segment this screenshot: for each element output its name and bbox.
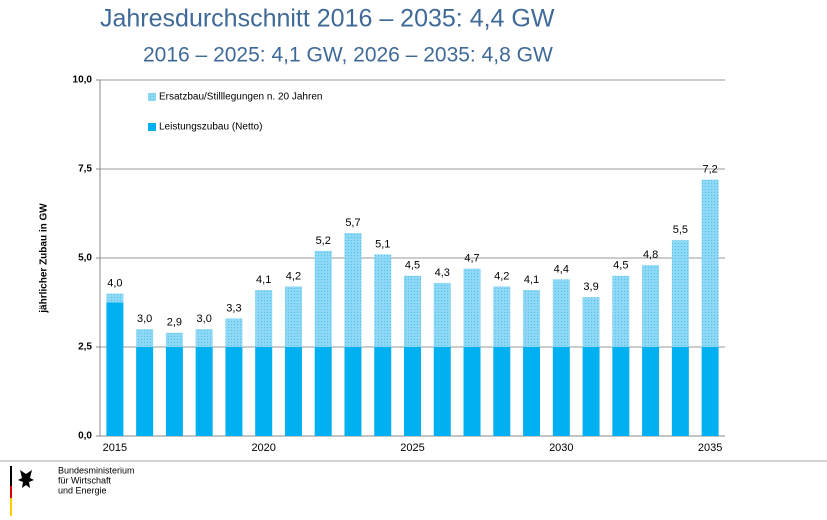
bar-segment [612,275,630,347]
data-label: 5,2 [316,235,331,247]
bar-segment [463,347,481,436]
logo [10,466,34,516]
data-label: 3,0 [137,313,152,325]
data-label: 3,0 [197,313,212,325]
data-label: 5,7 [345,217,360,229]
bar-segment [195,347,213,436]
bar-segment [195,329,213,347]
data-label: 4,2 [494,270,509,282]
bar-segment [374,347,392,436]
logo-text: Bundesministerium [58,465,135,475]
bar-segment [165,332,183,347]
data-label: 4,7 [464,253,479,265]
data-label: 4,1 [256,274,271,286]
bar-segment [165,347,183,436]
bar-segment [701,347,719,436]
bar-segment [463,268,481,347]
bar-segment [671,240,689,347]
data-label: 4,5 [613,260,628,272]
x-tick-label: 2025 [400,442,424,454]
data-label: 4,5 [405,260,420,272]
x-tick-label: 2030 [549,442,573,454]
bar-segment [225,347,243,436]
data-label: 7,2 [702,164,717,176]
y-tick-label: 0,0 [78,431,92,442]
bar-segment [552,347,570,436]
bar-segment [701,179,719,347]
bar-segment [255,290,273,347]
data-label: 4,0 [107,278,122,290]
legend-label: Leistungszubau (Netto) [159,122,262,133]
data-label: 4,4 [554,263,569,275]
data-label: 5,1 [375,238,390,250]
bar-segment [642,347,660,436]
legend-label: Ersatzbau/Stilllegungen n. 20 Jahren [159,92,322,103]
bar-segment [344,233,362,347]
y-tick-label: 5,0 [78,253,92,264]
bar-segment [582,347,600,436]
y-tick-label: 7,5 [78,164,92,175]
data-label: 4,1 [524,274,539,286]
x-tick-label: 2015 [103,442,127,454]
data-label: 4,3 [435,267,450,279]
logo-text: und Energie [58,485,107,495]
bar-segment [136,347,154,436]
data-label: 4,2 [286,270,301,282]
chart-title: Jahresdurchschnitt 2016 – 2035: 4,4 GW [100,5,555,33]
bar-segment [433,347,451,436]
bar-segment [106,293,124,303]
bar-segment [314,347,332,436]
x-tick-label: 2020 [251,442,275,454]
bar-segment [552,279,570,347]
bar-segment [344,347,362,436]
bar-segment [136,329,154,347]
legend-swatch [148,93,156,101]
bar-segment [582,297,600,347]
bar-segment [225,318,243,347]
bar-segment [255,347,273,436]
y-axis-label: jährlicher Zubau in GW [39,203,50,314]
bar-segment [642,265,660,347]
data-label: 4,8 [643,249,658,261]
y-tick-label: 2,5 [78,342,92,353]
bar-segment [612,347,630,436]
logo-text: für Wirtschaft [58,475,112,485]
data-label: 2,9 [167,317,182,329]
data-label: 3,9 [583,281,598,293]
data-label: 5,5 [673,224,688,236]
bar-segment [374,254,392,347]
bar-segment [493,286,511,347]
bar-segment [671,347,689,436]
bar-segment [493,347,511,436]
y-tick-label: 10,0 [73,75,93,86]
bar-segment [404,347,421,436]
x-tick-label: 2035 [698,442,722,454]
bar-segment [314,250,332,347]
legend-swatch [148,123,156,131]
bar-segment [523,290,541,347]
bar-segment [433,282,451,347]
bar-segment [284,286,302,347]
bar-segment [106,302,124,436]
data-label: 3,3 [226,302,241,314]
chart-subtitle: 2016 – 2025: 4,1 GW, 2026 – 2035: 4,8 GW [143,44,553,67]
bar-segment [523,347,541,436]
bar-segment [284,347,302,436]
bar-segment [404,275,421,347]
